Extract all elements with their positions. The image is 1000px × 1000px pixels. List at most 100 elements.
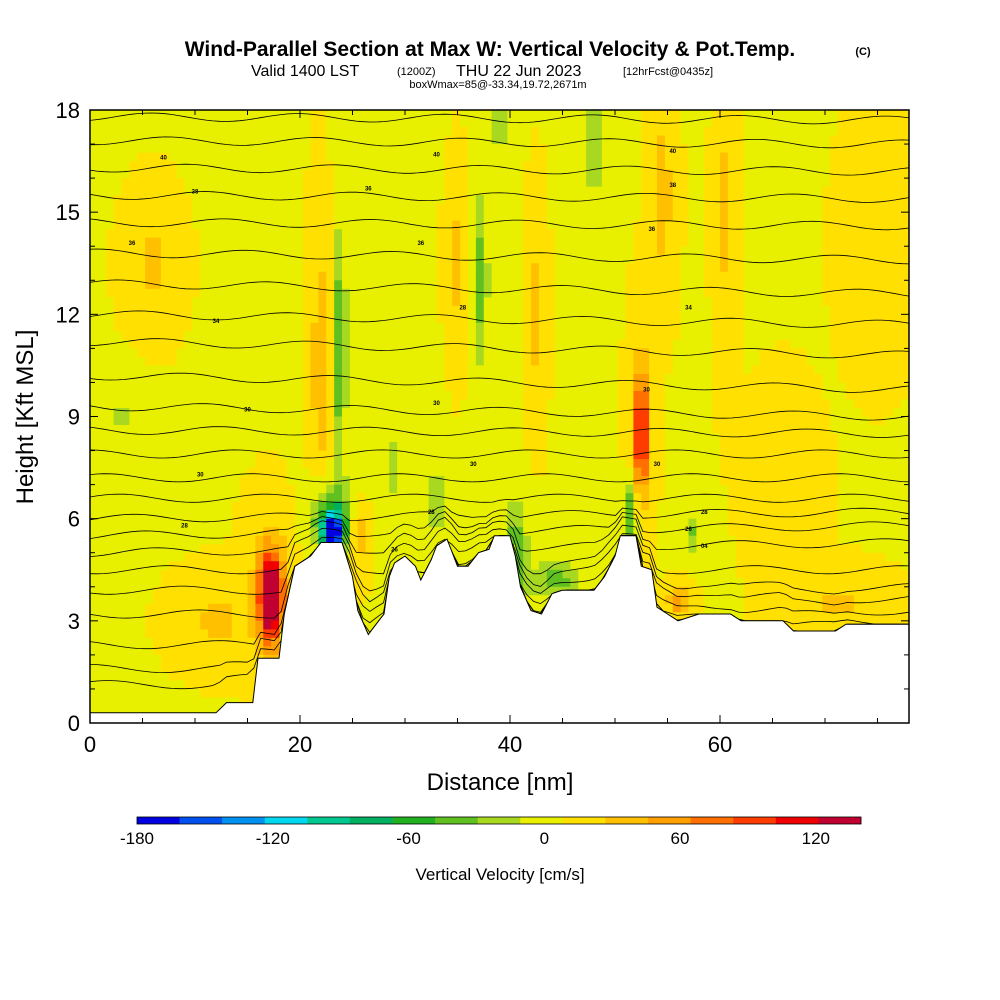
w-cell [373, 390, 382, 401]
w-cell [688, 246, 697, 256]
w-cell [507, 416, 516, 426]
w-cell [153, 297, 162, 307]
w-cell [381, 322, 390, 332]
w-cell [790, 152, 800, 162]
w-cell [523, 118, 532, 128]
w-cell [720, 110, 729, 120]
w-cell [806, 246, 816, 256]
w-cell [664, 339, 674, 349]
w-cell [129, 322, 138, 332]
w-cell [452, 263, 461, 273]
w-cell [546, 399, 556, 409]
w-cell [208, 314, 217, 324]
w-cell [633, 254, 642, 264]
w-cell [412, 425, 422, 435]
w-cell [672, 280, 682, 290]
w-cell [349, 152, 359, 162]
w-cell [153, 373, 162, 384]
w-cell [546, 390, 556, 401]
w-cell [869, 203, 879, 213]
w-cell [475, 510, 485, 520]
w-cell [294, 203, 304, 213]
w-cell [735, 271, 745, 281]
w-cell [468, 501, 477, 511]
w-cell [475, 203, 485, 213]
w-cell [318, 118, 327, 128]
w-cell [704, 135, 713, 145]
w-cell [239, 322, 249, 332]
w-cell [208, 237, 217, 247]
w-cell [483, 382, 493, 392]
w-cell [515, 110, 524, 120]
w-cell [263, 127, 272, 137]
w-cell [200, 476, 209, 486]
w-cell [625, 331, 634, 341]
w-cell [97, 390, 107, 401]
w-cell [286, 382, 296, 392]
w-cell [168, 348, 178, 358]
w-cell [562, 459, 571, 469]
w-cell [208, 467, 217, 477]
w-cell [121, 314, 130, 324]
w-cell [475, 373, 485, 384]
w-cell [846, 501, 855, 511]
w-cell [294, 297, 304, 307]
w-cell [412, 195, 422, 205]
w-cell [507, 442, 516, 452]
w-cell [814, 195, 823, 205]
w-cell [168, 144, 178, 154]
w-cell [405, 331, 414, 341]
w-cell [389, 110, 398, 120]
w-cell [255, 118, 264, 128]
w-cell [672, 459, 682, 469]
w-cell [743, 373, 753, 384]
w-cell [208, 484, 217, 494]
w-cell [633, 399, 642, 409]
w-cell [365, 348, 375, 358]
w-cell [357, 484, 367, 494]
w-cell [617, 305, 627, 315]
w-cell [830, 305, 839, 315]
w-cell [783, 203, 792, 213]
w-cell [318, 229, 327, 239]
w-cell [208, 203, 217, 213]
w-cell [720, 425, 729, 435]
w-cell [216, 510, 225, 520]
w-cell [192, 348, 201, 358]
w-cell [208, 348, 217, 358]
w-cell [625, 144, 634, 154]
w-cell [861, 476, 871, 486]
w-cell [286, 314, 296, 324]
w-cell [310, 501, 319, 511]
w-cell [531, 263, 540, 273]
w-cell [208, 127, 217, 137]
w-cell [97, 467, 107, 477]
w-cell [483, 322, 493, 332]
w-cell [885, 476, 894, 486]
w-cell [775, 203, 784, 213]
w-cell [247, 467, 256, 477]
w-cell [184, 501, 193, 511]
w-cell [302, 288, 312, 298]
w-cell [436, 476, 445, 486]
w-cell [869, 407, 879, 418]
w-cell [664, 212, 674, 222]
w-cell [838, 271, 847, 281]
w-cell [310, 144, 319, 154]
w-cell [318, 373, 327, 384]
w-cell [412, 305, 422, 315]
w-cell [507, 280, 516, 290]
w-cell [491, 510, 501, 520]
w-cell [420, 476, 430, 486]
w-cell [113, 476, 123, 486]
w-cell [562, 322, 571, 332]
w-cell [223, 407, 233, 418]
w-cell [775, 476, 784, 486]
w-cell [846, 339, 855, 349]
w-cell [672, 288, 682, 298]
w-cell [97, 288, 107, 298]
w-cell [294, 476, 304, 486]
w-cell [523, 135, 532, 145]
w-cell [239, 314, 249, 324]
w-cell [192, 254, 201, 264]
